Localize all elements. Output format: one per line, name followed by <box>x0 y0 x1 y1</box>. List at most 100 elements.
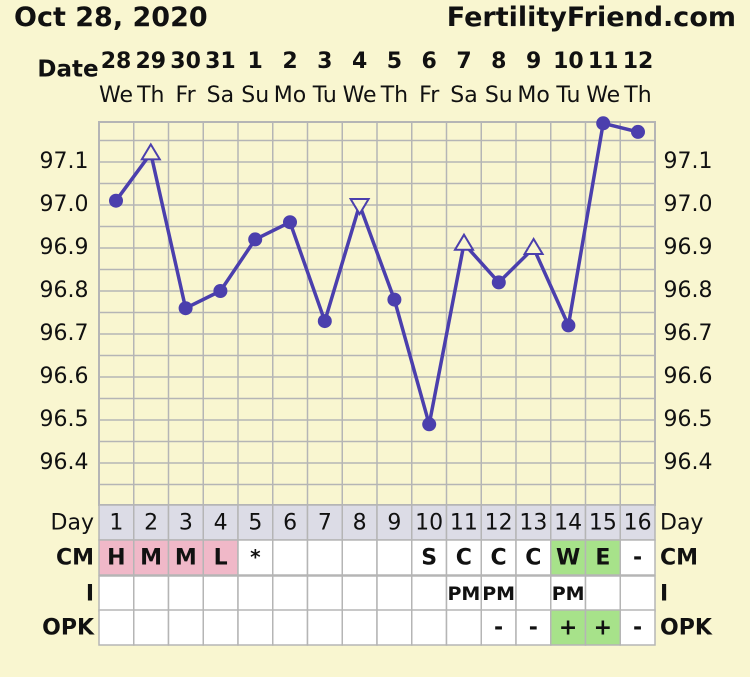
opk-cell <box>133 609 170 646</box>
cm-value: C <box>491 546 507 571</box>
cm-value: H <box>107 546 125 571</box>
temperature-line <box>114 121 639 427</box>
date-tick: 4 <box>352 49 367 74</box>
chart-date: Oct 28, 2020 <box>14 2 208 33</box>
cm-value: - <box>633 546 642 571</box>
i-value: PM <box>552 583 585 605</box>
day-value: 6 <box>283 511 297 536</box>
opk-cell <box>411 609 448 646</box>
temperature-point <box>596 116 611 131</box>
weekday-tick: Tu <box>312 83 337 108</box>
weekday-tick: Fr <box>419 83 440 108</box>
opk-cell <box>619 609 656 646</box>
weekday-tick: Mo <box>517 83 549 108</box>
open-triangle-marker <box>140 142 162 161</box>
temperature-point <box>561 318 576 333</box>
day-value: 11 <box>450 511 478 536</box>
opk-cell <box>202 609 239 646</box>
i-cell <box>167 575 204 612</box>
opk-cell <box>550 609 587 646</box>
weekday-tick: We <box>343 83 377 108</box>
date-tick: 12 <box>623 49 654 74</box>
date-tick: 28 <box>101 49 132 74</box>
date-tick: 8 <box>491 49 506 74</box>
cm-value: L <box>214 546 228 571</box>
open-triangle-marker <box>522 237 545 255</box>
day-row-label-right: Day <box>660 511 703 536</box>
temperature-point <box>283 215 297 230</box>
weekday-tick: Sa <box>450 83 477 108</box>
cm-value: M <box>175 546 197 571</box>
cm-row-label-right: CM <box>660 546 698 571</box>
date-tick: 7 <box>456 49 471 74</box>
i-cell <box>98 575 135 612</box>
cm-cell <box>306 539 343 576</box>
temperature-point <box>248 232 263 247</box>
day-value: 12 <box>485 511 513 536</box>
i-cell <box>306 575 343 612</box>
y-tick-right: 97.1 <box>664 149 713 174</box>
cm-value: M <box>140 546 162 571</box>
i-cell <box>480 575 517 612</box>
opk-value: - <box>529 616 538 641</box>
day-value: 15 <box>589 511 617 536</box>
day-value: 14 <box>554 511 582 536</box>
weekday-tick: Mo <box>274 83 306 108</box>
weekday-tick: Th <box>136 83 164 108</box>
temperature-point <box>213 284 228 298</box>
i-value: PM <box>482 583 515 605</box>
y-tick-right: 96.6 <box>664 364 713 389</box>
i-cell <box>584 575 621 612</box>
date-tick: 9 <box>526 49 541 74</box>
cm-value: C <box>525 546 541 571</box>
opk-row-label-left: OPK <box>42 616 95 641</box>
day-value: 8 <box>353 511 367 536</box>
day-value: 13 <box>519 511 547 536</box>
open-triangle-marker <box>348 198 371 216</box>
opk-value: + <box>559 616 577 641</box>
y-tick-left: 96.9 <box>40 235 89 260</box>
opk-cell <box>167 609 204 646</box>
y-tick-right: 96.8 <box>664 278 713 303</box>
day-value: 2 <box>144 511 158 536</box>
date-tick: 29 <box>135 49 166 74</box>
opk-cell <box>98 609 135 646</box>
y-tick-right: 96.7 <box>664 321 713 346</box>
i-row-label-left: I <box>86 582 94 607</box>
y-tick-right: 97.0 <box>664 192 713 217</box>
day-cell <box>167 504 204 541</box>
opk-value: - <box>633 616 642 641</box>
date-axis-label: Date <box>37 57 98 83</box>
day-value: 16 <box>624 511 652 536</box>
i-cell <box>272 575 309 612</box>
cm-cell <box>341 539 378 576</box>
i-cell <box>515 575 552 612</box>
day-value: 10 <box>415 511 443 536</box>
i-row-label-right: I <box>660 582 668 607</box>
cm-cell <box>98 539 135 576</box>
open-triangle-marker <box>453 232 475 251</box>
weekday-tick: Su <box>485 83 513 108</box>
cm-cell <box>619 539 656 576</box>
weekday-tick: We <box>99 83 133 108</box>
date-tick: 31 <box>205 49 236 74</box>
day-cell <box>133 504 170 541</box>
day-cell <box>341 504 378 541</box>
opk-value: + <box>594 616 612 641</box>
temperature-point <box>491 275 506 290</box>
site-name: FertilityFriend.com <box>446 2 736 33</box>
opk-cell <box>306 609 343 646</box>
temperature-point <box>631 124 645 139</box>
y-tick-right: 96.5 <box>664 407 713 432</box>
date-tick: 3 <box>317 49 332 74</box>
cm-cell <box>411 539 448 576</box>
weekday-tick: Th <box>623 83 651 108</box>
date-tick: 30 <box>170 49 201 74</box>
y-tick-left: 96.7 <box>40 321 89 346</box>
cm-value: S <box>421 546 437 571</box>
opk-cell <box>237 609 274 646</box>
day-value: 4 <box>214 511 228 536</box>
temperature-point <box>387 292 402 307</box>
i-cell <box>376 575 413 612</box>
temperature-point <box>178 301 193 316</box>
